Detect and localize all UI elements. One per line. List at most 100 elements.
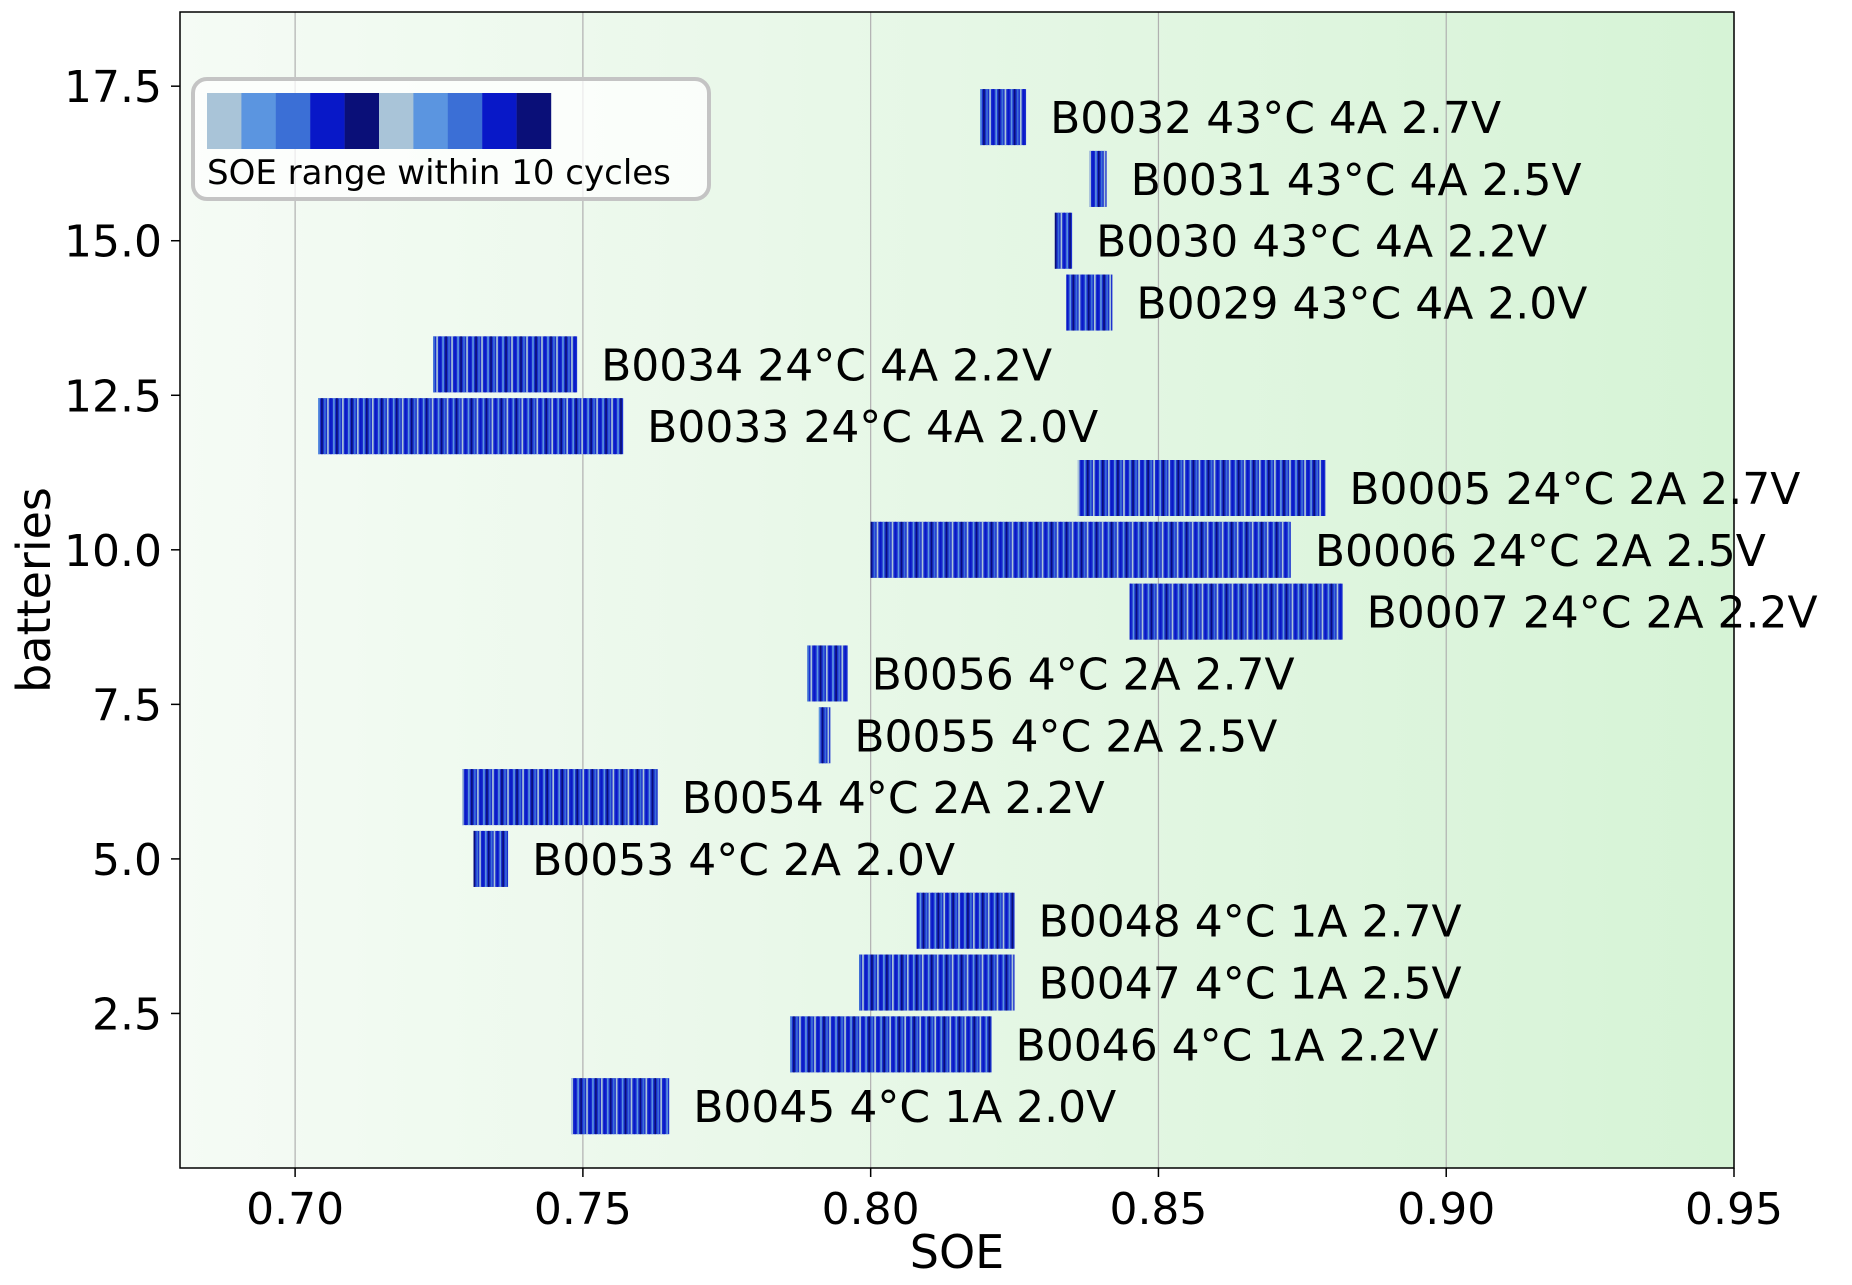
legend-swatch (241, 93, 276, 149)
bar-cycle-stripe (1300, 583, 1303, 640)
bar-cycle-stripe (955, 892, 957, 949)
bar-cycle-stripe (1207, 460, 1210, 516)
bar-cycle-stripe (398, 398, 401, 455)
bar-cycle-stripe (1050, 521, 1053, 578)
bar-cycle-stripe (464, 398, 467, 455)
bar-cycle-stripe (943, 892, 946, 949)
bar-cycle-stripe (479, 830, 481, 887)
bar-cycle-stripe (876, 521, 879, 578)
bar-cycle-stripe (1005, 892, 1008, 949)
bar-cycle-stripe (1086, 521, 1089, 578)
bar-cycle-stripe (516, 769, 518, 826)
bar-cycle-stripe (1185, 521, 1188, 578)
bar-cycle-stripe (1097, 274, 1099, 331)
bar-cycle-stripe (996, 892, 999, 949)
bar-cycle-stripe (940, 1016, 943, 1073)
bar-cycle-stripe (921, 954, 924, 1011)
bar-cycle-stripe (889, 1016, 891, 1073)
bar-cycle-stripe (482, 830, 484, 887)
bar-cycle-stripe (1278, 521, 1281, 578)
bar-cycle-stripe (1191, 521, 1194, 578)
bar-cycle-stripe (585, 769, 588, 826)
bar-cycle-stripe (476, 830, 478, 887)
bar-cycle-stripe (919, 1016, 922, 1073)
bar-cycle-stripe (982, 1016, 985, 1073)
bar-cycle-stripe (967, 1016, 970, 1073)
bar-label: B0029 43°C 4A 2.0V (1136, 279, 1587, 330)
bar-cycle-stripe (365, 398, 368, 455)
bar-cycle-stripe (1274, 460, 1276, 516)
bar-cycle-stripe (927, 521, 930, 578)
bar-cycle-stripe (1138, 583, 1141, 640)
bar-cycle-stripe (1197, 521, 1200, 578)
bar-cycle-stripe (1177, 583, 1180, 640)
bar-cycle-stripe (554, 398, 557, 455)
bar-cycle-stripe (1312, 583, 1315, 640)
bar-cycle-stripe (886, 1016, 888, 1073)
bar-cycle-stripe (1319, 460, 1321, 516)
bar-cycle-stripe (1236, 521, 1239, 578)
bar-cycle-stripe (487, 830, 490, 887)
bar-cycle-stripe (577, 1078, 579, 1135)
bar-cycle-stripe (909, 521, 912, 578)
bar-cycle-stripe (1282, 583, 1285, 640)
bar-cycle-stripe (476, 398, 479, 455)
x-axis-ticks: 0.70 0.75 0.80 0.85 0.90 0.95 (246, 1168, 1783, 1235)
bar-cycle-stripe (467, 398, 470, 455)
bar-cycle-stripe (832, 1016, 834, 1073)
bar-cycle-stripe (1215, 521, 1218, 578)
bar-cycle-stripe (853, 1016, 855, 1073)
bar-cycle-stripe (1237, 460, 1240, 516)
bar-cycle-stripe (506, 398, 509, 455)
bar-cycle-stripe (1306, 583, 1309, 640)
bar-cycle-stripe (1132, 460, 1134, 516)
bar-cycle-stripe (1271, 460, 1273, 516)
bar-cycle-stripe (802, 1016, 804, 1073)
bar-cycle-stripe (975, 521, 978, 578)
bar-cycle-stripe (1026, 521, 1029, 578)
bar-cycle-stripe (1230, 521, 1233, 578)
bar-group (1054, 212, 1073, 269)
bar-cycle-stripe (930, 954, 933, 1011)
bar-cycle-stripe (1011, 892, 1014, 949)
bar-cycle-stripe (1280, 460, 1282, 516)
bar-cycle-stripe (990, 954, 993, 1011)
bar-cycle-stripe (825, 645, 828, 702)
bar-cycle-stripe (900, 521, 903, 578)
bar-cycle-stripe (488, 398, 491, 455)
bar-cycle-stripe (1281, 521, 1284, 578)
bar-cycle-stripe (1254, 521, 1257, 578)
bar-cycle-stripe (1114, 460, 1116, 516)
bar-cycle-stripe (618, 769, 621, 826)
bar-cycle-stripe (557, 398, 560, 455)
bar-cycle-stripe (401, 398, 404, 455)
bar-cycle-stripe (1210, 460, 1213, 516)
bar-cycle-stripe (564, 769, 567, 826)
bar-cycle-stripe (452, 398, 455, 455)
bar-cycle-stripe (455, 398, 458, 455)
bar-cycle-stripe (1137, 521, 1140, 578)
bar-cycle-stripe (1263, 521, 1266, 578)
bar-cycle-stripe (1237, 583, 1240, 640)
x-tick-label: 0.85 (1109, 1184, 1207, 1235)
bar-cycle-stripe (1095, 460, 1098, 516)
bar-cycle-stripe (1283, 460, 1285, 516)
bar-cycle-stripe (1074, 521, 1077, 578)
bar-cycle-stripe (1022, 89, 1025, 146)
bar-cycle-stripe (624, 769, 627, 826)
bar-cycle-stripe (1086, 460, 1089, 516)
bar-cycle-stripe (589, 1078, 591, 1135)
bar-cycle-stripe (443, 398, 446, 455)
bar-cycle-stripe (1192, 583, 1195, 640)
bar-cycle-stripe (528, 769, 530, 826)
bar-cycle-stripe (1108, 460, 1110, 516)
bar-cycle-stripe (1240, 460, 1243, 516)
bar-cycle-stripe (562, 336, 564, 393)
bar-cycle-stripe (981, 892, 984, 949)
bar-cycle-stripe (892, 954, 894, 1011)
bar-cycle-stripe (951, 521, 954, 578)
bar-cycle-stripe (494, 398, 497, 455)
bar-cycle-stripe (1059, 521, 1062, 578)
bar-cycle-stripe (1246, 460, 1249, 516)
bar-cycle-stripe (451, 336, 453, 393)
